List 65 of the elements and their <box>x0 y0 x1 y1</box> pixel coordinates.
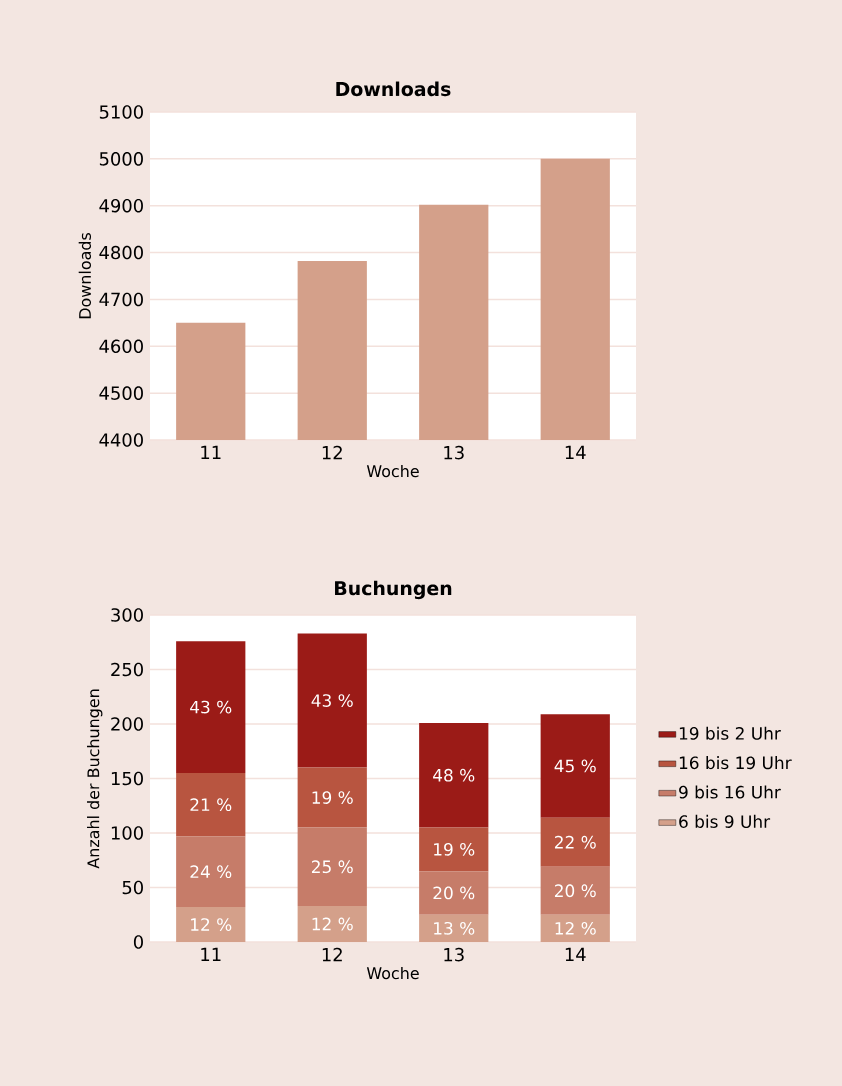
y-tick-label: 4900 <box>99 198 143 213</box>
x-tick-label: 14 <box>565 445 586 459</box>
y-tick-label: 100 <box>111 826 143 840</box>
x-axis-title: Woche <box>366 966 419 980</box>
x-axis-title: Woche <box>366 464 419 478</box>
annotation: 12 % <box>312 917 353 931</box>
y-axis-title: Anzahl der Buchungen <box>87 689 103 869</box>
bar <box>297 767 367 828</box>
bar <box>176 773 246 837</box>
annotation: 12 % <box>191 918 232 931</box>
annotation: 43 % <box>190 700 232 714</box>
x-tick-label: 13 <box>444 445 464 460</box>
x-tick-label: 12 <box>322 445 342 460</box>
y-tick-label: 4400 <box>99 433 143 447</box>
y-tick-label: 250 <box>111 662 143 677</box>
x-tick-label: 11 <box>201 445 221 459</box>
annotation: 19 % <box>312 791 353 804</box>
bar <box>419 914 489 942</box>
chart-title: Buchungen <box>335 580 452 600</box>
x-tick-label: 14 <box>565 947 586 961</box>
bar <box>297 906 367 942</box>
bar <box>176 907 246 942</box>
bar <box>419 871 489 915</box>
annotation: 13 % <box>434 921 475 935</box>
y-tick-label: 4800 <box>99 245 143 260</box>
y-tick-label: 150 <box>111 771 143 786</box>
annotation: 12 % <box>555 921 596 935</box>
chart-title: Downloads <box>336 81 451 97</box>
annotation: 20 % <box>433 886 475 900</box>
bar <box>176 641 246 774</box>
annotation: 20 % <box>554 884 596 898</box>
bar <box>297 633 367 768</box>
bar <box>419 722 489 828</box>
y-tick-label: 5000 <box>99 152 143 166</box>
x-tick-label: 12 <box>322 947 342 962</box>
y-tick-label: 4500 <box>99 386 143 400</box>
x-tick-label: 13 <box>444 947 464 962</box>
bar <box>540 866 610 915</box>
annotation: 48 % <box>433 768 475 782</box>
y-tick-label: 50 <box>122 880 143 895</box>
annotation: 24 % <box>190 865 232 879</box>
y-axis-title: Downloads <box>78 232 92 319</box>
y-tick-label: 5100 <box>99 105 143 119</box>
bar <box>540 817 610 867</box>
bar <box>176 836 246 908</box>
y-tick-label: 0 <box>133 935 143 949</box>
annotation: 45 % <box>554 759 596 773</box>
y-tick-label: 200 <box>111 717 143 731</box>
legend-label: 6 bis 9 Uhr <box>679 814 771 828</box>
bar <box>297 827 367 907</box>
legend-label: 19 bis 2 Uhr <box>679 726 781 740</box>
annotation: 43 % <box>311 694 353 707</box>
bar <box>540 914 610 942</box>
y-tick-label: 4600 <box>99 339 143 354</box>
y-tick-label: 300 <box>111 608 143 622</box>
annotation: 21 % <box>190 798 232 812</box>
bar <box>540 714 610 818</box>
x-tick-label: 11 <box>201 947 221 961</box>
annotation: 22 % <box>554 835 596 849</box>
bar <box>419 827 489 872</box>
legend-label: 16 bis 19 Uhr <box>679 756 792 770</box>
annotation: 19 % <box>434 842 475 856</box>
annotation: 25 % <box>311 860 353 874</box>
y-tick-label: 4700 <box>99 292 143 307</box>
legend-label: 9 bis 16 Uhr <box>679 785 781 799</box>
